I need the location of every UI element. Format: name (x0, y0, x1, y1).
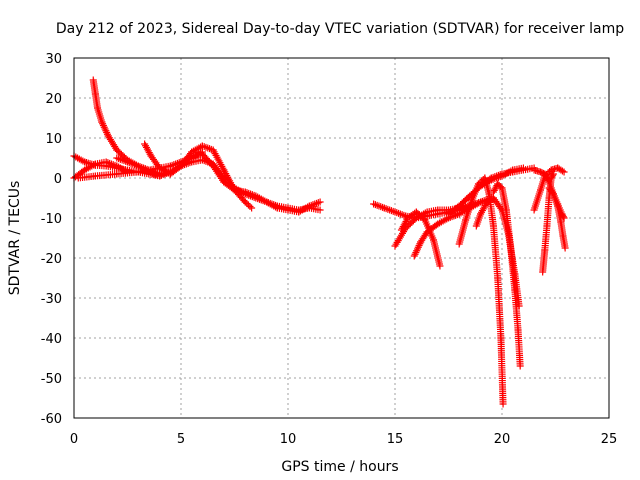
data-point (316, 206, 324, 214)
series-track-11 (410, 194, 495, 260)
series-track-8 (231, 186, 324, 214)
y-axis-label: SDTVAR / TECUs (7, 181, 23, 296)
x-tick-label: 15 (387, 432, 404, 447)
plot-frame (73, 57, 610, 419)
axis-ticks: 0 5 10 15 20 25 -60 -50 -40 -30 -20 -10 0 10 20 30 (41, 52, 618, 447)
y-tick-label: -30 (41, 292, 62, 307)
data-point (490, 186, 498, 194)
data-point (560, 168, 568, 176)
x-axis-label: GPS time / hours (281, 459, 398, 475)
series-track-16 (489, 180, 524, 370)
y-tick-label: -40 (41, 332, 62, 347)
data-point (316, 198, 324, 206)
series-track-15 (455, 174, 507, 408)
y-tick-label: 20 (45, 92, 62, 107)
data-point (241, 198, 249, 206)
x-tick-label: 0 (70, 432, 78, 447)
y-tick-label: 10 (45, 132, 62, 147)
data-point (244, 201, 252, 209)
data-points (70, 76, 569, 408)
data-point (489, 188, 497, 196)
data-point (558, 167, 566, 175)
data-point (491, 185, 499, 193)
data-point (248, 204, 256, 212)
data-point (478, 177, 486, 185)
series-track-17 (472, 194, 523, 310)
x-tick-label: 10 (280, 432, 297, 447)
data-point (549, 171, 557, 179)
data-point (561, 244, 569, 252)
grid (74, 58, 609, 418)
data-point (542, 172, 550, 180)
data-point (515, 302, 523, 310)
data-point (476, 179, 484, 186)
data-point (474, 180, 482, 188)
x-tick-label: 5 (177, 432, 185, 447)
data-point (243, 200, 251, 207)
data-point (436, 262, 444, 270)
data-point (240, 197, 248, 204)
data-point (519, 164, 527, 172)
y-tick-label: -20 (41, 252, 62, 267)
series-track-12 (397, 208, 444, 270)
y-tick-label: -60 (41, 412, 62, 427)
y-tick-label: 30 (45, 52, 62, 67)
data-point (549, 170, 557, 178)
data-point (124, 168, 131, 176)
series-track-21 (545, 184, 569, 252)
x-tick-label: 25 (601, 432, 618, 447)
chart-title: Day 212 of 2023, Sidereal Day-to-day VTE… (56, 21, 624, 37)
data-point (499, 400, 507, 408)
x-tick-label: 20 (494, 432, 511, 447)
y-tick-label: -50 (41, 372, 62, 387)
series-track-14 (455, 164, 527, 210)
data-point (543, 175, 551, 183)
y-tick-label: 0 (54, 172, 62, 187)
data-point (516, 362, 524, 370)
data-point (541, 170, 549, 178)
y-tick-label: -10 (41, 212, 62, 227)
data-point (246, 203, 254, 210)
data-point (497, 204, 505, 212)
series-track-4 (70, 158, 131, 182)
